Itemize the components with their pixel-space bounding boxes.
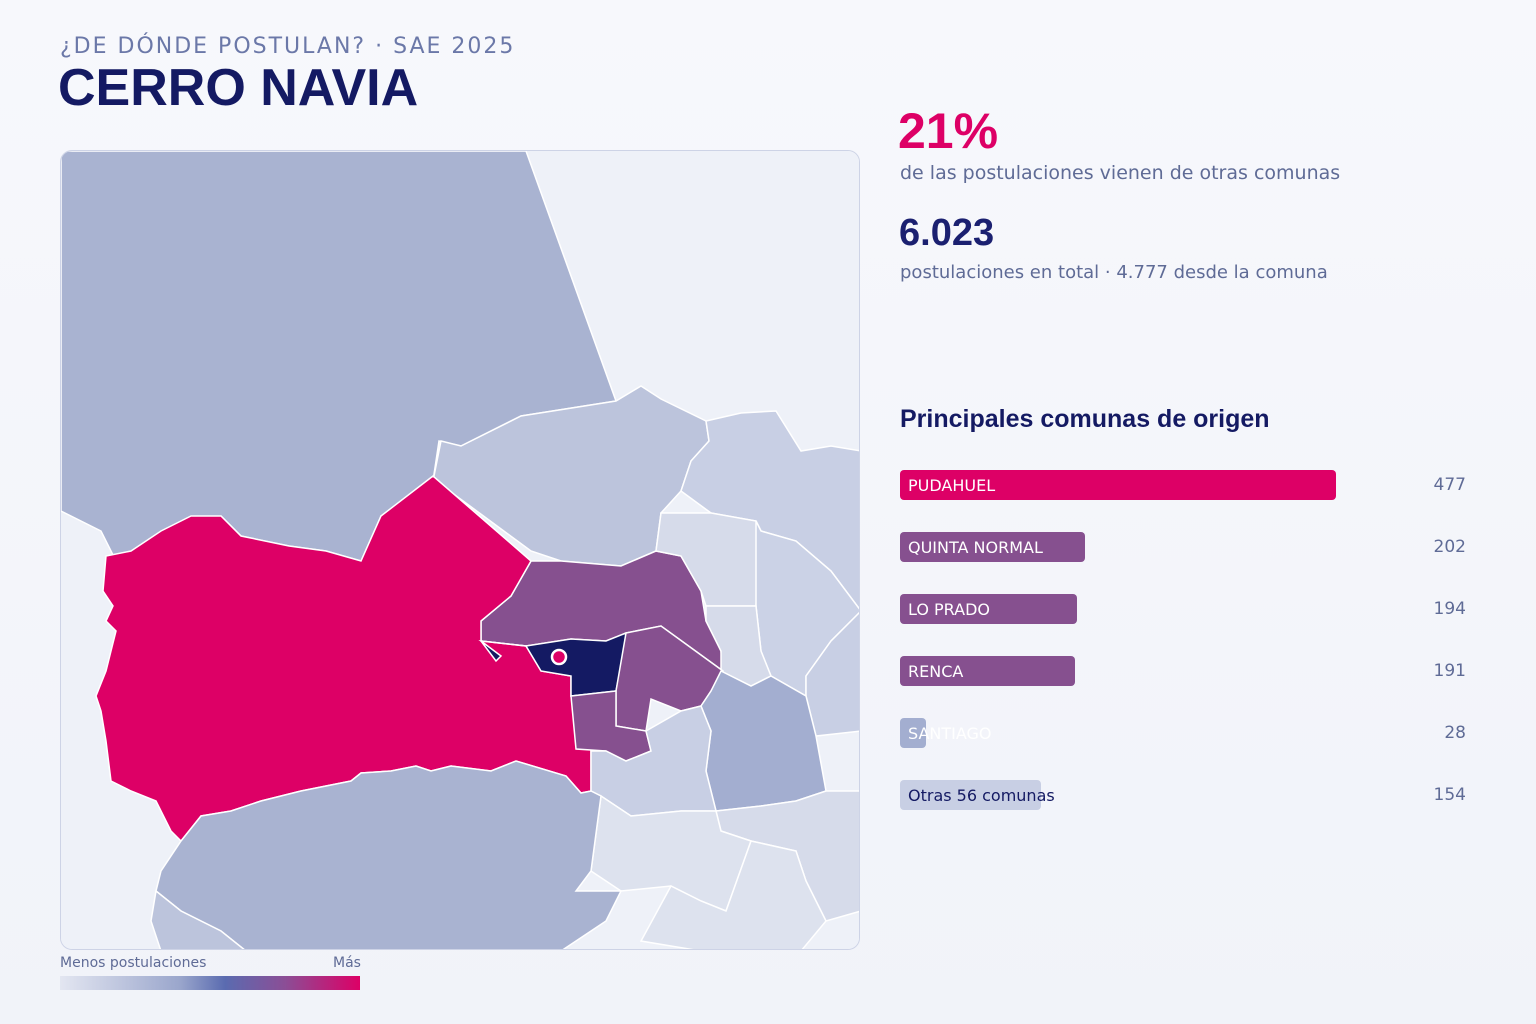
ranking-row: LO PRADO 194 — [900, 594, 1470, 624]
legend-low-label: Menos postulaciones — [60, 955, 207, 971]
eyebrow-text: ¿DE DÓNDE POSTULAN? · SAE 2025 — [60, 34, 516, 59]
ranking-row: SANTIAGO 28 — [900, 718, 1470, 748]
origin-marker — [550, 648, 568, 666]
legend-high-label: Más — [333, 955, 361, 971]
commune-south-west — [150, 889, 245, 949]
ranking-label: RENCA — [908, 662, 964, 681]
ranking-value: 191 — [1433, 661, 1466, 681]
ranking-bar — [900, 532, 1085, 562]
ranking-row: PUDAHUEL 477 — [900, 470, 1470, 500]
ranking-value: 202 — [1433, 537, 1466, 557]
commune-south-east-3 — [639, 840, 827, 949]
ranking-label: LO PRADO — [908, 600, 990, 619]
ranking-bar — [900, 780, 1041, 810]
choropleth-map — [60, 150, 860, 950]
ranking-value: 154 — [1433, 785, 1466, 805]
ranking-title: Principales comunas de origen — [900, 405, 1270, 433]
ranking-label: SANTIAGO — [908, 724, 992, 743]
external-share-description: de las postulaciones vienen de otras com… — [900, 162, 1341, 184]
external-share-value: 21% — [898, 103, 999, 159]
total-applications-description: postulaciones en total · 4.777 desde la … — [900, 262, 1328, 283]
map-svg — [61, 151, 859, 949]
ranking-bar — [900, 594, 1078, 624]
ranking-value: 477 — [1433, 475, 1466, 495]
ranking-label: PUDAHUEL — [908, 476, 996, 495]
ranking-bar — [900, 718, 926, 748]
ranking-label: Otras 56 comunas — [908, 786, 1055, 805]
ranking-value: 28 — [1444, 723, 1466, 743]
ranking-value: 194 — [1433, 599, 1466, 619]
page-title: CERRO NAVIA — [58, 59, 419, 117]
ranking-row: Otras 56 comunas 154 — [900, 780, 1470, 810]
ranking-label: QUINTA NORMAL — [908, 538, 1043, 557]
ranking-row: RENCA 191 — [900, 656, 1470, 686]
ranking-bar — [900, 470, 1336, 500]
ranking-bar — [900, 656, 1075, 686]
ranking-row: QUINTA NORMAL 202 — [900, 532, 1470, 562]
total-applications-value: 6.023 — [899, 212, 995, 254]
legend-gradient-bar — [60, 976, 360, 990]
